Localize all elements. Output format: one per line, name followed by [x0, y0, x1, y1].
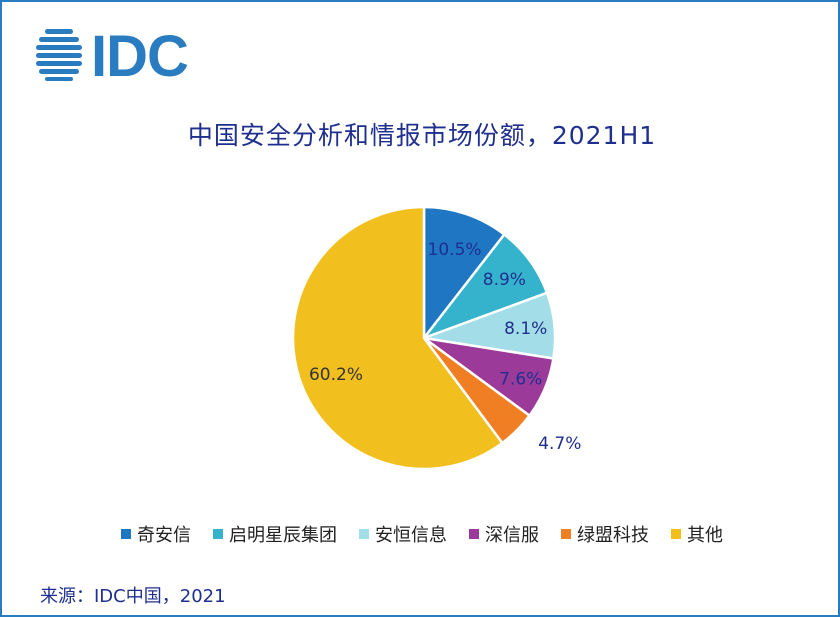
data-label-5: 4.7%: [538, 434, 581, 454]
idc-logo: IDC: [36, 26, 189, 82]
legend: 奇安信 启明星辰集团 安恒信息 深信服 绿盟科技 其他: [2, 521, 840, 547]
legend-swatch: [561, 529, 571, 539]
pie-chart: 10.5%8.9% 8.1% 7.6% 4.7% 60.2%: [291, 205, 581, 471]
legend-swatch: [213, 529, 223, 539]
data-label-4: 7.6%: [499, 369, 542, 389]
legend-item-1: 奇安信: [121, 521, 191, 547]
globe-icon: [36, 29, 82, 81]
chart-title: 中国安全分析和情报市场份额，2021H1: [187, 121, 657, 150]
legend-swatch: [469, 529, 479, 539]
data-label-3: 8.1%: [504, 319, 547, 339]
legend-swatch: [671, 529, 681, 539]
legend-item-6: 其他: [671, 521, 723, 547]
legend-label: 安恒信息: [375, 525, 447, 546]
data-label-1: 10.5%: [428, 240, 482, 260]
legend-item-3: 安恒信息: [359, 521, 447, 547]
pie-slice-6: [291, 205, 505, 471]
source-note: 来源：IDC中国，2021: [40, 586, 226, 607]
data-label-2: 8.9%: [483, 270, 526, 290]
legend-label: 深信服: [485, 525, 539, 546]
legend-swatch: [121, 529, 131, 539]
legend-item-5: 绿盟科技: [561, 521, 649, 547]
legend-label: 奇安信: [137, 525, 191, 546]
legend-item-2: 启明星辰集团: [213, 521, 337, 547]
legend-label: 其他: [687, 525, 723, 546]
data-label-6: 60.2%: [309, 365, 363, 385]
logo-text: IDC: [91, 26, 188, 82]
legend-label: 绿盟科技: [577, 525, 649, 546]
pie-slice-1: [422, 205, 507, 342]
legend-label: 启明星辰集团: [229, 525, 337, 546]
legend-swatch: [359, 529, 369, 539]
legend-item-4: 深信服: [469, 521, 539, 547]
